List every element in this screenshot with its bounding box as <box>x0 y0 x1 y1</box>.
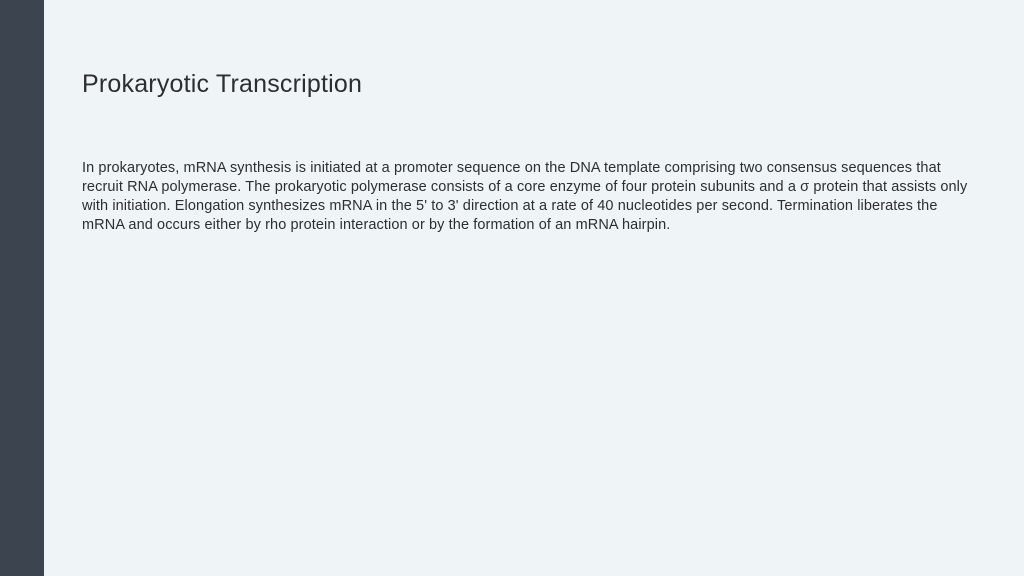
slide-content: Prokaryotic Transcription In prokaryotes… <box>44 0 1024 576</box>
sidebar-accent <box>0 0 44 576</box>
slide-body-text: In prokaryotes, mRNA synthesis is initia… <box>82 159 982 234</box>
slide-title: Prokaryotic Transcription <box>82 70 986 99</box>
